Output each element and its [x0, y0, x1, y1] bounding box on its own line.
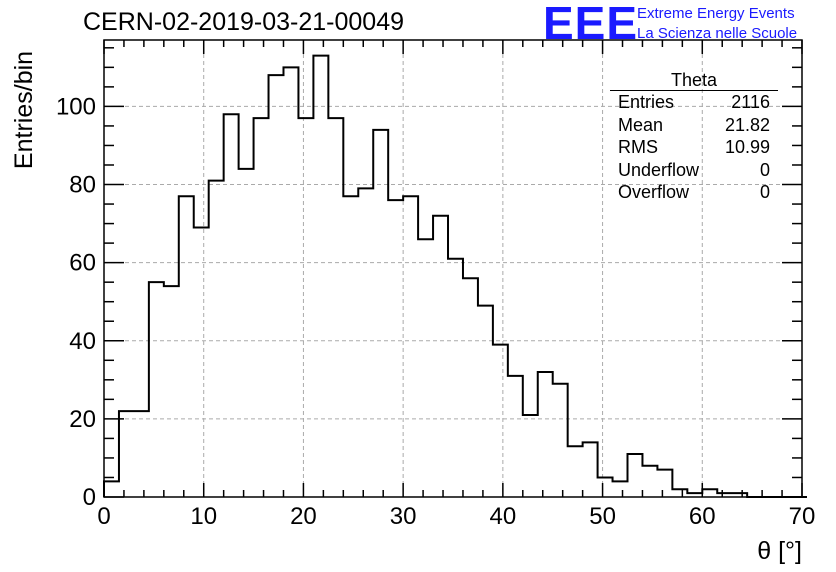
eee-logo-line1: Extreme Energy Events	[637, 5, 795, 22]
stats-row: Overflow 0	[610, 181, 778, 204]
x-tick-label: 60	[689, 503, 716, 530]
stats-row-label: Underflow	[618, 159, 700, 180]
eee-logo-line2: La Scienza nelle Scuole	[637, 25, 798, 42]
stats-row-label: Entries	[618, 92, 675, 112]
stats-row-value: 0	[759, 159, 770, 180]
x-tick-label: 40	[490, 503, 517, 530]
x-tick-label: 50	[589, 503, 616, 530]
stats-rows: Entries 2116 Mean 21.82 RMS 10.99 Underflow 0 Ov…	[610, 91, 778, 204]
plot-frame	[103, 39, 803, 498]
stats-box: Theta Entries 2116 Mean 21.82 RMS 10.99 Underf…	[610, 70, 778, 204]
tick-labels: 0 10 20 30 40 50 60 70 0 20 40 60 80 100	[56, 93, 815, 530]
x-tick-label: 0	[97, 503, 110, 530]
stats-row: Mean 21.82	[610, 114, 778, 137]
y-tick-label: 60	[69, 250, 96, 277]
y-tick-label: 100	[56, 93, 96, 120]
stats-row-value: 2116	[731, 92, 770, 112]
stats-row: RMS 10.99	[610, 136, 778, 159]
y-tick-label: 0	[83, 484, 96, 511]
page-title: CERN-02-2019-03-21-00049	[83, 8, 405, 36]
x-tick-label: 30	[390, 503, 417, 530]
eee-logo-letters: EEE	[543, 0, 639, 49]
x-tick-label: 70	[789, 503, 816, 530]
stats-row: Underflow 0	[610, 159, 778, 182]
stats-row: Entries 2116	[610, 91, 778, 114]
x-tick-label: 10	[190, 503, 217, 530]
grid-lines	[104, 40, 802, 497]
stats-row-label: Mean	[618, 114, 664, 135]
y-tick-label: 20	[69, 406, 96, 433]
histogram-series	[103, 54, 807, 498]
eee-logo: EEE Extreme Energy Events La Scienza nel…	[543, 0, 833, 49]
stats-row-value: 10.99	[724, 137, 770, 157]
y-tick-label: 80	[69, 172, 96, 199]
y-axis-label: Entries/bin	[10, 51, 38, 169]
x-axis-label: θ [°]	[757, 537, 802, 565]
stats-row-label: RMS	[618, 137, 658, 157]
stats-row-value: 0	[759, 182, 770, 202]
x-tick-label: 20	[290, 503, 317, 530]
stats-row-label: Overflow	[618, 182, 690, 202]
y-tick-label: 40	[69, 328, 96, 355]
stats-title: Theta	[610, 70, 778, 91]
stats-row-value: 21.82	[724, 114, 770, 135]
